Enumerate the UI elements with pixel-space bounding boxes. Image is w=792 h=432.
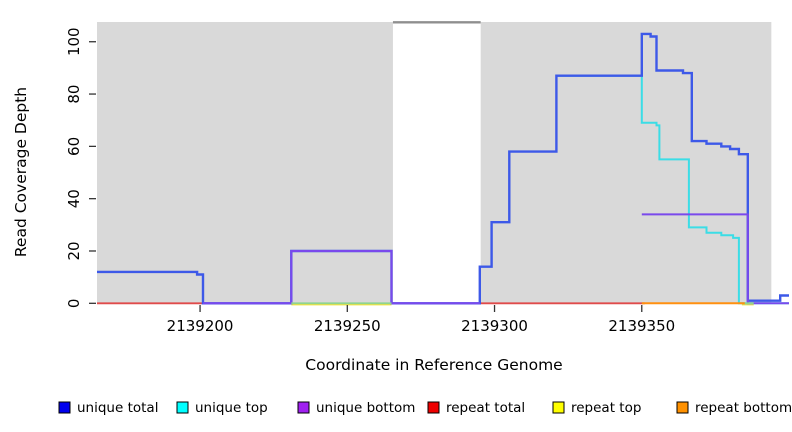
legend-swatch-unique-bottom: [297, 401, 310, 414]
legend-swatch-unique-total: [58, 401, 71, 414]
y-tick-label: 80: [65, 85, 83, 104]
legend-swatch-repeat-bottom: [676, 401, 689, 414]
y-tick-label: 100: [65, 27, 83, 56]
x-tick-label: 2139300: [461, 317, 528, 335]
y-axis-title: Read Coverage Depth: [12, 87, 30, 257]
y-tick-label: 0: [65, 299, 83, 309]
legend-label-repeat-top: repeat top: [571, 400, 641, 416]
plot-panel-group: [97, 21, 772, 304]
legend-label-unique-top: unique top: [195, 400, 268, 416]
legend-label-repeat-total: repeat total: [446, 400, 525, 416]
legend-swatch-repeat-top: [552, 401, 565, 414]
x-tick-label: 2139250: [314, 317, 381, 335]
y-axis-group: 0 20 40 60 80 100: [65, 27, 96, 308]
legend-swatch-unique-top: [176, 401, 189, 414]
x-axis-group: 2139200 2139250 2139300 2139350: [167, 305, 675, 335]
series-unique-bottom-line: [203, 213, 789, 305]
x-tick-label: 2139350: [608, 317, 675, 335]
legend-label-repeat-bottom: repeat bottom: [695, 400, 792, 416]
legend-swatch-repeat-total: [427, 401, 440, 414]
legend-group: unique total unique top unique bottom repea…: [58, 400, 792, 416]
legend-label-unique-bottom: unique bottom: [316, 400, 415, 416]
y-tick-label: 60: [65, 137, 83, 156]
series-lines-group: [97, 32, 789, 306]
x-axis-title: Coordinate in Reference Genome: [305, 356, 562, 374]
y-tick-label: 40: [65, 189, 83, 208]
x-tick-label: 2139200: [167, 317, 234, 335]
masked-region: [392, 21, 481, 304]
series-unique-top-line: [556, 74, 789, 305]
y-tick-label: 20: [65, 241, 83, 260]
legend-label-unique-total: unique total: [77, 400, 158, 416]
